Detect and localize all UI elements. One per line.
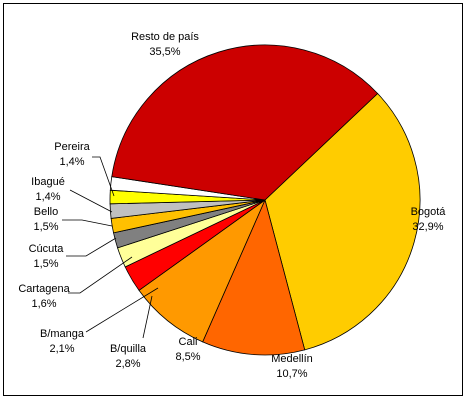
pie-slice xyxy=(202,198,306,356)
slice-label: Ibagué xyxy=(31,176,65,188)
slice-value-label: 2,8% xyxy=(115,358,140,370)
slice-label: Cali xyxy=(179,336,198,348)
leader-line xyxy=(85,287,159,333)
leader-line xyxy=(142,295,153,339)
slice-value-label: 1,4% xyxy=(59,156,84,168)
pie-slice xyxy=(264,92,421,351)
leader-line xyxy=(62,219,113,227)
slice-value-label: 32,9% xyxy=(412,221,443,233)
slice-label: B/manga xyxy=(40,328,85,340)
slice-value-label: 35,5% xyxy=(149,46,180,58)
slice-label: Cartagena xyxy=(18,283,70,295)
slice-label: Medellín xyxy=(271,353,313,365)
slice-label: Bello xyxy=(34,206,58,218)
slice-label: Cúcuta xyxy=(29,243,65,255)
pie-slice xyxy=(111,44,379,201)
labels: Bogotá 32,9% Medellín 10,7% Cali 8,5% B/quilla… xyxy=(18,31,446,380)
slice-label: B/quilla xyxy=(110,343,147,355)
slice-value-label: 1,5% xyxy=(33,258,58,270)
slice-value-label: 2,1% xyxy=(49,343,74,355)
slice-value-label: 1,5% xyxy=(33,221,58,233)
leader-line xyxy=(66,237,117,257)
slice-value-label: 1,6% xyxy=(31,298,56,310)
slice-label: Pereira xyxy=(54,141,90,153)
slice-value-label: 8,5% xyxy=(175,351,200,363)
leader-line xyxy=(68,256,133,294)
slice-label: Resto de país xyxy=(131,31,199,43)
slice-value-label: 10,7% xyxy=(276,368,307,380)
leader-line xyxy=(69,189,113,213)
leader-line xyxy=(92,156,115,197)
pie xyxy=(109,44,421,356)
slice-label: Bogotá xyxy=(411,206,447,218)
slice-value-label: 1,4% xyxy=(35,191,60,203)
